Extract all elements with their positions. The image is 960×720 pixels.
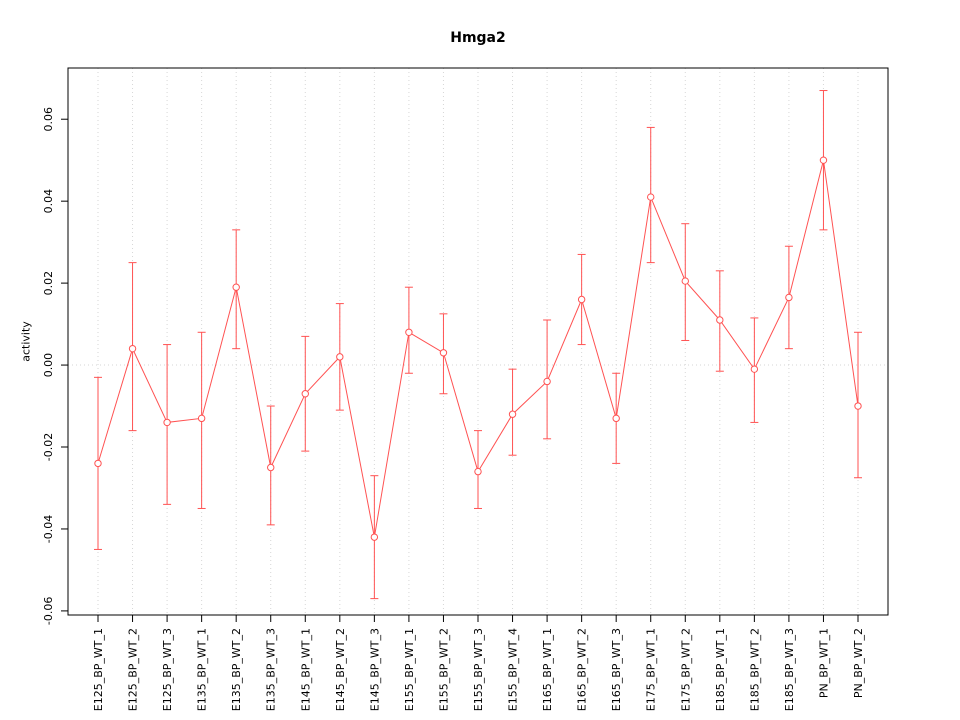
svg-text:E155_BP_WT_4: E155_BP_WT_4 — [507, 628, 520, 711]
svg-text:0.02: 0.02 — [42, 271, 55, 296]
svg-text:E135_BP_WT_1: E135_BP_WT_1 — [196, 628, 209, 711]
svg-text:-0.04: -0.04 — [42, 515, 55, 543]
x-axis-labels: E125_BP_WT_1 E125_BP_WT_2 E125_BP_WT_3 E135… — [92, 628, 865, 711]
svg-text:E165_BP_WT_1: E165_BP_WT_1 — [541, 628, 554, 711]
chart-title: Hmga2 — [450, 30, 506, 46]
svg-text:E165_BP_WT_2: E165_BP_WT_2 — [576, 628, 589, 711]
svg-text:E145_BP_WT_3: E145_BP_WT_3 — [368, 628, 381, 711]
svg-text:E125_BP_WT_2: E125_BP_WT_2 — [127, 628, 140, 711]
svg-text:E185_BP_WT_3: E185_BP_WT_3 — [783, 628, 796, 711]
svg-text:E155_BP_WT_1: E155_BP_WT_1 — [403, 628, 416, 711]
svg-text:0.06: 0.06 — [42, 107, 55, 131]
svg-text:PN_BP_WT_1: PN_BP_WT_1 — [817, 628, 830, 698]
svg-text:E175_BP_WT_2: E175_BP_WT_2 — [679, 628, 692, 711]
svg-text:0.00: 0.00 — [42, 353, 55, 378]
svg-text:E155_BP_WT_2: E155_BP_WT_2 — [437, 628, 450, 711]
data-points — [94, 156, 862, 541]
svg-text:E175_BP_WT_1: E175_BP_WT_1 — [645, 628, 658, 711]
svg-text:E125_BP_WT_3: E125_BP_WT_3 — [161, 628, 174, 711]
svg-text:E145_BP_WT_2: E145_BP_WT_2 — [334, 628, 347, 711]
svg-text:0.04: 0.04 — [42, 189, 55, 214]
svg-text:E155_BP_WT_3: E155_BP_WT_3 — [472, 628, 485, 711]
svg-text:E145_BP_WT_1: E145_BP_WT_1 — [299, 628, 312, 711]
svg-text:PN_BP_WT_2: PN_BP_WT_2 — [852, 628, 865, 698]
svg-text:E165_BP_WT_3: E165_BP_WT_3 — [610, 628, 623, 711]
svg-text:E185_BP_WT_2: E185_BP_WT_2 — [748, 628, 761, 711]
gridlines — [68, 68, 888, 615]
svg-text:-0.06: -0.06 — [42, 597, 55, 625]
svg-text:E185_BP_WT_1: E185_BP_WT_1 — [714, 628, 727, 711]
axis-ticks — [61, 118, 859, 622]
svg-text:E135_BP_WT_3: E135_BP_WT_3 — [265, 628, 278, 711]
svg-text:E135_BP_WT_2: E135_BP_WT_2 — [230, 628, 243, 711]
svg-text:-0.02: -0.02 — [42, 433, 55, 461]
svg-text:E125_BP_WT_1: E125_BP_WT_1 — [92, 628, 105, 711]
y-axis-labels: -0.06 -0.04 -0.02 0.00 0.02 0.04 0.06 — [42, 107, 55, 625]
